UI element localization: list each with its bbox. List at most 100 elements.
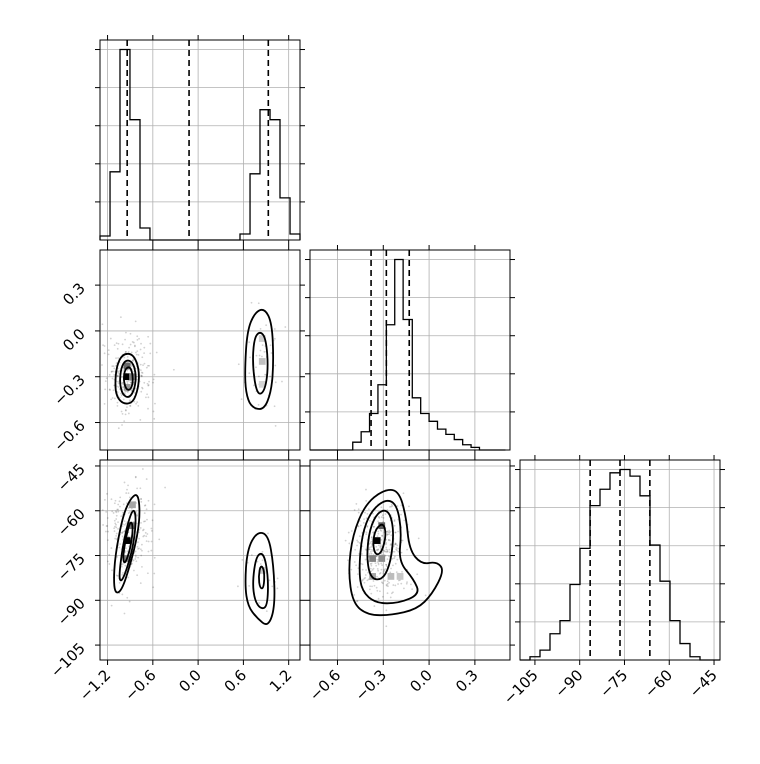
scatter-point — [383, 568, 385, 571]
scatter-point — [368, 519, 371, 522]
scatter-point — [104, 498, 106, 501]
scatter-point — [372, 512, 374, 515]
scatter-point — [122, 530, 125, 533]
scatter-point — [358, 535, 361, 538]
scatter-point — [377, 544, 380, 547]
scatter-point — [417, 537, 420, 540]
scatter-point — [365, 499, 368, 502]
scatter-point — [361, 553, 363, 555]
scatter-point — [110, 604, 113, 607]
scatter-point — [382, 572, 385, 575]
scatter-point — [372, 580, 375, 582]
scatter-point — [128, 600, 131, 603]
scatter-point — [386, 530, 389, 533]
scatter-point — [136, 574, 139, 577]
scatter-point — [140, 371, 143, 374]
scatter-point — [122, 572, 124, 574]
contour-line — [244, 531, 276, 625]
scatter-point — [379, 590, 381, 593]
scatter-point — [121, 532, 123, 534]
scatter-point — [133, 391, 136, 394]
density-bin — [396, 573, 404, 580]
scatter-point — [368, 553, 371, 555]
scatter-point — [106, 560, 109, 563]
contour-line — [118, 509, 137, 582]
scatter-point — [116, 371, 119, 374]
scatter-point — [146, 533, 149, 535]
scatter-point — [388, 533, 390, 536]
scatter-point — [406, 581, 408, 584]
scatter-point — [115, 385, 118, 388]
scatter-point — [259, 349, 262, 352]
scatter-point — [141, 549, 143, 552]
scatter-point — [135, 513, 138, 515]
scatter-point — [123, 420, 126, 423]
scatter-point — [141, 543, 143, 546]
density-bin — [378, 522, 386, 530]
scatter-point — [112, 370, 114, 373]
contour-line — [122, 521, 134, 564]
scatter-point — [101, 323, 104, 326]
scatter-point — [396, 544, 399, 547]
scatter-point — [135, 351, 137, 354]
panel-frame — [519, 459, 721, 661]
scatter-point — [116, 575, 119, 577]
scatter-point — [117, 382, 120, 385]
scatter-point — [109, 389, 111, 391]
scatter-point — [385, 563, 388, 566]
scatter-point — [114, 537, 117, 540]
scatter-point — [137, 405, 140, 407]
density-bin — [387, 573, 395, 580]
scatter-point — [249, 356, 251, 359]
scatter-point — [379, 529, 382, 531]
scatter-point — [248, 372, 251, 375]
scatter-point — [116, 375, 119, 378]
scatter-point — [121, 563, 123, 566]
scatter-point — [143, 352, 146, 355]
scatter-point — [127, 507, 130, 509]
scatter-point — [147, 335, 150, 338]
scatter-point — [138, 528, 141, 531]
scatter-point — [359, 524, 362, 527]
scatter-point — [120, 392, 122, 395]
scatter-point — [385, 625, 388, 628]
scatter-point — [393, 519, 396, 521]
scatter-point — [382, 571, 385, 573]
scatter-point — [241, 559, 244, 561]
scatter-point — [121, 381, 124, 384]
scatter-point — [136, 522, 138, 525]
scatter-point — [373, 525, 375, 528]
scatter-point — [135, 560, 138, 563]
scatter-point — [112, 365, 115, 368]
scatter-point — [106, 539, 109, 542]
scatter-point — [373, 605, 376, 607]
scatter-point — [380, 562, 383, 565]
scatter-point — [123, 481, 126, 484]
scatter-point — [141, 372, 144, 374]
scatter-point — [366, 525, 369, 527]
scatter-point — [116, 555, 119, 558]
scatter-point — [102, 344, 104, 347]
scatter-point — [140, 521, 142, 524]
scatter-point — [105, 530, 107, 533]
scatter-point — [361, 568, 364, 571]
scatter-point — [127, 412, 130, 415]
scatter-point — [115, 532, 118, 535]
scatter-point — [356, 586, 359, 588]
contour-line — [252, 331, 269, 395]
scatter-point — [121, 535, 124, 538]
scatter-point — [115, 526, 118, 529]
scatter-point — [145, 478, 148, 480]
scatter-point — [115, 511, 118, 514]
scatter-point — [138, 547, 140, 550]
scatter-point — [124, 409, 127, 411]
scatter-point — [109, 337, 112, 340]
scatter-point — [117, 510, 120, 513]
scatter-point — [101, 509, 104, 512]
scatter-point — [130, 507, 133, 510]
contour-line — [358, 499, 419, 605]
scatter-point — [125, 331, 127, 334]
scatter-point — [121, 343, 124, 346]
scatter-point — [136, 338, 139, 341]
scatter-point — [126, 550, 129, 553]
